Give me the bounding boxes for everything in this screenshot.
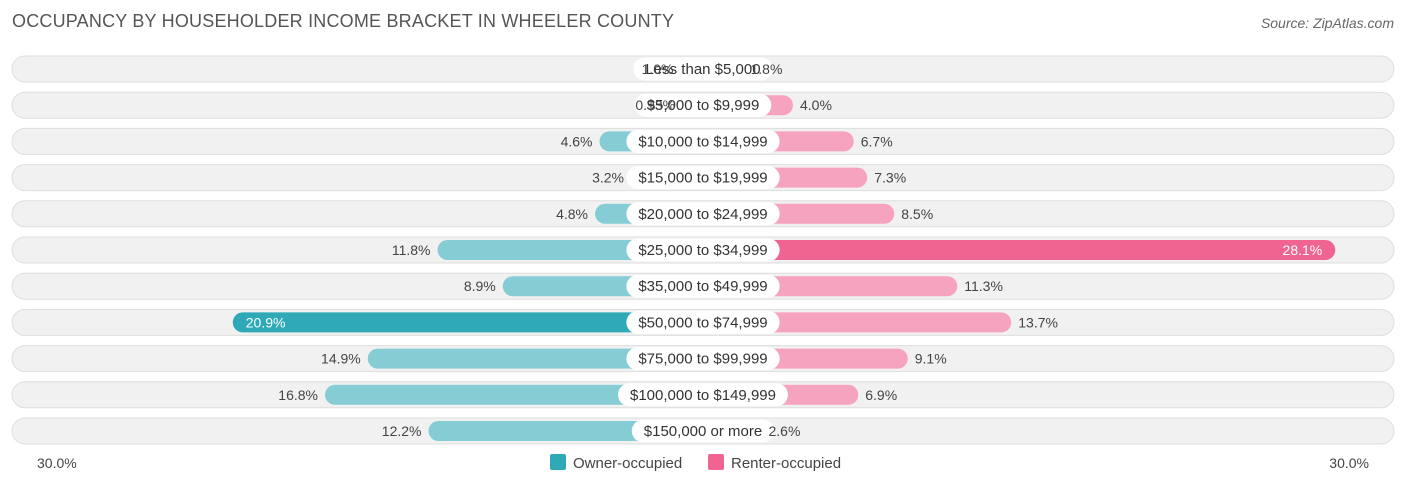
owner-bar (325, 384, 703, 405)
renter-value-label: 4.0% (800, 97, 832, 113)
legend-label-owner: Owner-occupied (573, 455, 682, 472)
chart-row: $100,000 to $149,999 16.8% 6.9% (11, 381, 1395, 409)
owner-value-label: 8.9% (464, 278, 496, 294)
legend-swatch-renter (708, 454, 724, 470)
chart-row: $20,000 to $24,999 4.8% 8.5% (11, 200, 1395, 228)
owner-value-label: 16.8% (278, 387, 318, 403)
chart-row: $50,000 to $74,999 20.9% 13.7% (11, 308, 1395, 336)
category-pill (626, 238, 780, 262)
owner-value-label: 3.2% (592, 170, 624, 186)
axis-left-label: 30.0% (37, 455, 77, 471)
owner-bar (367, 348, 703, 369)
category-pill (631, 419, 775, 443)
category-label: $5,000 to $9,999 (647, 97, 760, 114)
category-pill (626, 274, 780, 298)
owner-value-label: 1.0% (642, 61, 674, 77)
category-label: $35,000 to $49,999 (638, 278, 767, 295)
renter-bar (703, 312, 1012, 333)
chart-axis: 30.0% 30.0% (37, 455, 1369, 471)
category-label: $15,000 to $19,999 (638, 170, 767, 187)
renter-value-label: 6.7% (861, 133, 893, 149)
category-label: $25,000 to $34,999 (638, 242, 767, 259)
category-pill (626, 166, 780, 190)
owner-bar (232, 312, 703, 333)
chart-row: $10,000 to $14,999 4.6% 6.7% (11, 127, 1395, 155)
chart-row: $25,000 to $34,999 11.8% 28.1% (11, 236, 1395, 264)
category-label: $100,000 to $149,999 (630, 387, 776, 404)
owner-value-label: 4.8% (556, 206, 588, 222)
category-label: $10,000 to $14,999 (638, 133, 767, 150)
renter-value-label: 2.6% (769, 423, 801, 439)
renter-value-label: 6.9% (865, 387, 897, 403)
category-pill (626, 202, 780, 226)
category-pill (626, 129, 780, 153)
renter-value-label: 28.1% (1283, 242, 1323, 258)
renter-value-label: 7.3% (874, 170, 906, 186)
category-label: $75,000 to $99,999 (638, 351, 767, 368)
owner-value-label: 12.2% (382, 423, 422, 439)
renter-value-label: 11.3% (964, 278, 1003, 294)
chart-source: Source: ZipAtlas.com (1260, 15, 1394, 31)
category-pill (618, 383, 788, 407)
renter-bar (703, 240, 1336, 260)
category-label: $150,000 or more (644, 423, 762, 440)
chart-row: $35,000 to $49,999 8.9% 11.3% (11, 272, 1395, 300)
owner-value-label: 4.6% (561, 133, 593, 149)
category-pill (626, 310, 780, 334)
owner-value-label: 0.93% (635, 97, 675, 113)
chart-title: OCCUPANCY BY HOUSEHOLDER INCOME BRACKET … (12, 11, 675, 31)
category-pill (633, 57, 773, 81)
chart-row: $150,000 or more 12.2% 2.6% (11, 417, 1395, 445)
category-pill (634, 93, 772, 117)
chart-row: $75,000 to $99,999 14.9% 9.1% (11, 345, 1395, 373)
renter-value-label: 9.1% (915, 351, 947, 367)
renter-value-label: 8.5% (901, 206, 933, 222)
category-label: $20,000 to $24,999 (638, 206, 767, 223)
chart-row: $15,000 to $19,999 3.2% 7.3% (11, 164, 1395, 192)
category-label: $50,000 to $74,999 (638, 314, 767, 331)
axis-right-label: 30.0% (1329, 455, 1369, 471)
owner-value-label: 14.9% (321, 351, 361, 367)
owner-value-label: 11.8% (392, 242, 431, 258)
legend-label-renter: Renter-occupied (731, 455, 841, 472)
renter-value-label: 1.8% (751, 61, 783, 77)
chart-legend: Owner-occupied Renter-occupied (550, 454, 841, 472)
legend-swatch-owner (550, 454, 566, 470)
category-pill (626, 347, 780, 371)
renter-value-label: 13.7% (1018, 314, 1058, 330)
category-label: Less than $5,000 (645, 61, 760, 78)
owner-value-label: 20.9% (246, 314, 286, 330)
